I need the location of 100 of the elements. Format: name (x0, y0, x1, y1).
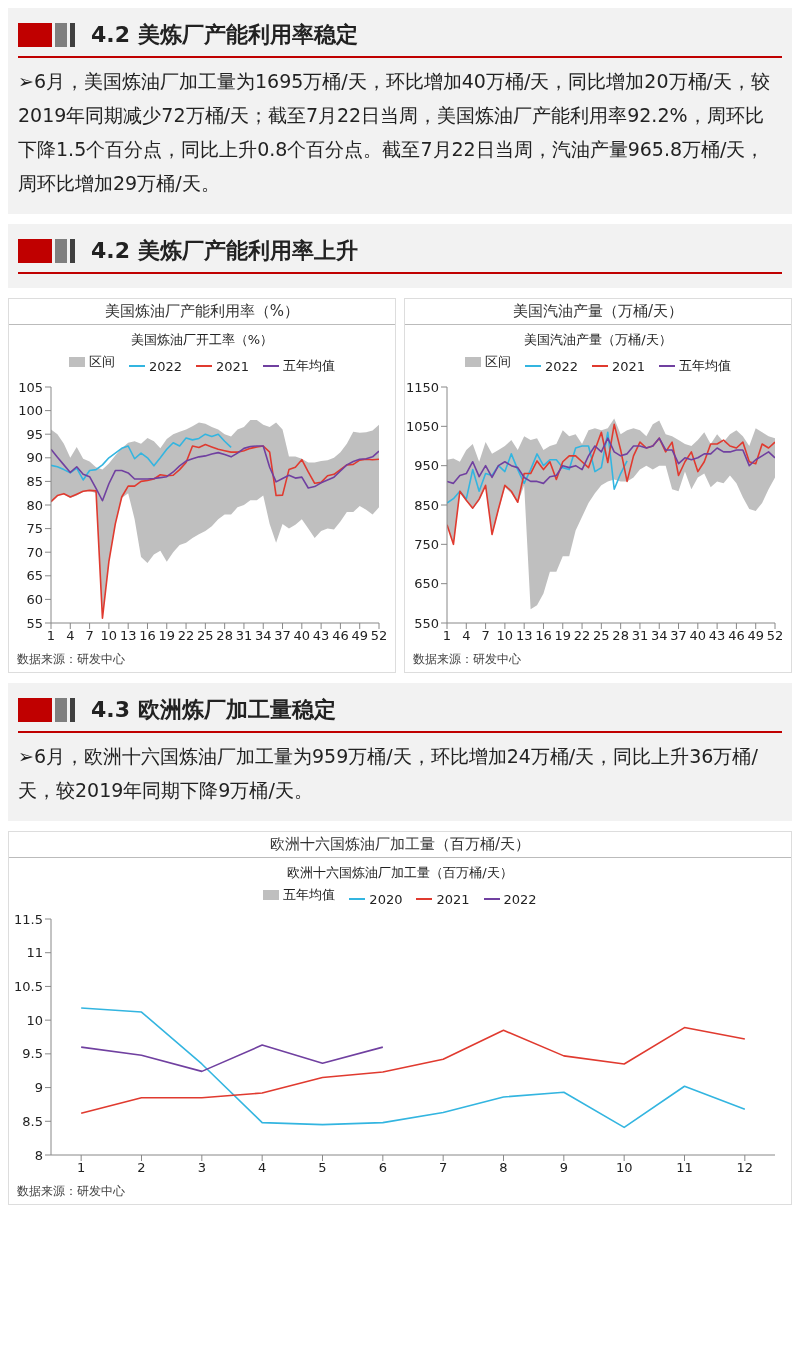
x-tick-label: 52 (766, 628, 784, 644)
x-tick-label: 28 (612, 628, 629, 644)
y-tick-label: 95 (26, 426, 43, 442)
x-tick-label: 1 (442, 628, 452, 644)
y-tick-label: 650 (414, 576, 439, 592)
text: ➢6月，欧洲十六国炼油厂加工量为959万桶/天，环比增加24万桶/天，同比上升36万桶/天，较2019年同期下降9万桶/天。 (18, 744, 759, 803)
x-tick-label: 5 (318, 1159, 327, 1175)
legend-label: 2022 (503, 891, 537, 907)
x-tick-label: 31 (235, 628, 253, 644)
y-tick-label: 750 (414, 536, 439, 552)
x-tick-label: 16 (139, 628, 156, 644)
x-tick-label: 46 (332, 628, 349, 644)
x-tick-label: 7 (439, 1159, 448, 1175)
x-tick-label: 31 (631, 628, 649, 644)
y-tick-label: 105 (18, 379, 43, 395)
line-series (447, 423, 775, 546)
y-tick-label: 10.5 (14, 978, 43, 994)
source-note: 数据来源：研发中心 (16, 651, 126, 668)
source-note: 数据来源：研发中心 (16, 1182, 126, 1200)
x-tick-label: 1 (77, 1159, 86, 1175)
x-tick-label: 43 (708, 628, 726, 644)
x-tick-label: 13 (515, 628, 533, 644)
y-tick-label: 55 (26, 615, 43, 631)
x-tick-label: 1 (46, 628, 56, 644)
line-series (447, 437, 775, 485)
x-tick-label: 12 (736, 1159, 754, 1175)
legend-label: 区间 (484, 353, 511, 371)
x-tick-label: 49 (747, 628, 764, 644)
y-tick-label: 8.5 (22, 1113, 43, 1129)
legend-label: 2021 (612, 358, 646, 374)
legend-label: 五年均值 (679, 357, 732, 375)
x-tick-label: 19 (554, 628, 572, 644)
legend-label: 区间 (88, 353, 115, 371)
chart-title: 美国炼油厂产能利用率（%） (9, 299, 395, 325)
y-tick-label: 850 (414, 497, 439, 513)
y-tick-label: 9 (34, 1079, 43, 1095)
legend-label: 2021 (216, 358, 250, 374)
chart-subtitle: 欧洲十六国炼油厂加工量（百万桶/天） (286, 864, 514, 882)
y-tick-label: 550 (414, 615, 439, 631)
x-tick-label: 37 (670, 628, 687, 644)
line-series (80, 1006, 746, 1128)
line-series (51, 445, 379, 502)
x-tick-label: 25 (593, 628, 610, 644)
text: ➢6月，美国炼油厂加工量为1695万桶/天，环比增加40万桶/天，同比增加20万桶/天，较2019年同期减少72万桶/天；截至7月22日当周，美国炼油厂产能利用率92.2%，周环比下降1.5个百分点，同比上升0.8个百分点。截至7月22日当周，汽油产量965.8万桶/天，周环比增加29万桶/天。 (18, 69, 771, 196)
x-tick-label: 37 (274, 628, 291, 644)
x-tick-label: 2 (137, 1159, 146, 1175)
text: 4.2 美炼厂产能利用率稳定 (91, 21, 358, 49)
x-tick-label: 46 (728, 628, 745, 644)
y-tick-label: 1150 (405, 379, 439, 395)
y-tick-label: 75 (26, 521, 43, 537)
y-tick-label: 9.5 (22, 1045, 43, 1061)
y-tick-label: 100 (18, 403, 43, 419)
x-tick-label: 9 (559, 1159, 568, 1175)
chart-subtitle: 美国汽油产量（万桶/天） (523, 331, 673, 349)
y-tick-label: 11.5 (14, 911, 43, 927)
x-tick-label: 19 (158, 628, 176, 644)
x-tick-label: 16 (535, 628, 552, 644)
x-tick-label: 7 (481, 628, 490, 644)
y-tick-label: 80 (26, 497, 43, 513)
x-tick-label: 6 (378, 1159, 387, 1175)
legend-label: 五年均值 (283, 886, 336, 904)
y-tick-label: 10 (26, 1012, 43, 1028)
x-tick-label: 25 (197, 628, 214, 644)
source-note: 数据来源：研发中心 (412, 651, 522, 668)
text: 4.2 美炼厂产能利用率上升 (91, 237, 358, 265)
y-tick-label: 70 (26, 544, 43, 560)
x-tick-label: 34 (650, 628, 668, 644)
x-tick-label: 4 (258, 1159, 267, 1175)
x-tick-label: 49 (351, 628, 368, 644)
y-tick-label: 60 (26, 592, 43, 608)
line-series (51, 433, 232, 481)
x-tick-label: 4 (66, 628, 75, 644)
x-tick-label: 7 (85, 628, 94, 644)
x-tick-label: 11 (676, 1159, 693, 1175)
x-tick-label: 34 (254, 628, 272, 644)
x-tick-label: 28 (216, 628, 233, 644)
x-tick-label: 10 (100, 628, 118, 644)
y-tick-label: 11 (26, 944, 43, 960)
x-tick-label: 40 (293, 628, 311, 644)
x-tick-label: 8 (499, 1159, 508, 1175)
x-tick-label: 43 (312, 628, 330, 644)
chart-title: 欧洲十六国炼油厂加工量（百万桶/天） (9, 832, 791, 858)
x-tick-label: 10 (496, 628, 514, 644)
y-tick-label: 85 (26, 474, 43, 490)
x-tick-label: 13 (119, 628, 137, 644)
legend-label: 2022 (544, 358, 578, 374)
x-tick-label: 3 (197, 1159, 206, 1175)
x-tick-label: 52 (370, 628, 388, 644)
line-series (80, 1026, 746, 1114)
legend-label: 五年均值 (283, 357, 336, 375)
x-tick-label: 10 (615, 1159, 633, 1175)
line-series (447, 431, 628, 504)
x-tick-label: 22 (177, 628, 195, 644)
chart-subtitle: 美国炼油厂开工率（%） (129, 331, 275, 349)
chart-title: 美国汽油产量（万桶/天） (405, 299, 791, 325)
y-tick-label: 65 (26, 568, 43, 584)
legend-label: 2021 (436, 891, 470, 907)
x-tick-label: 40 (689, 628, 707, 644)
text: 4.3 欧洲炼厂加工量稳定 (91, 696, 336, 724)
legend-label: 2022 (148, 358, 182, 374)
